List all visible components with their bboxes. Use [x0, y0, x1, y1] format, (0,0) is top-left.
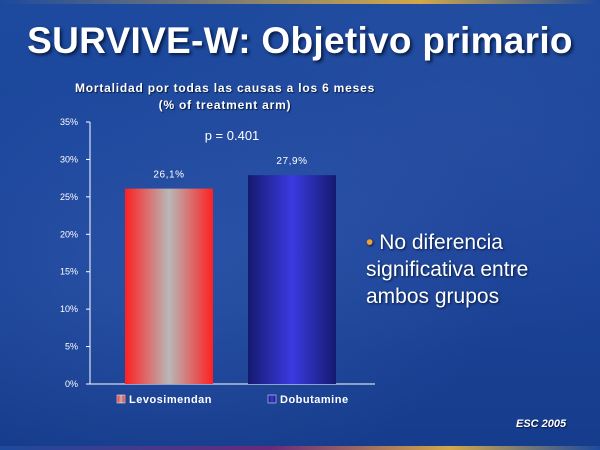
y-tick-label: 0%: [65, 379, 78, 389]
data-label-dobutamine: 27,9%: [276, 156, 307, 167]
conclusion-text: No diferencia significativa entre ambos …: [366, 231, 529, 308]
y-tick-label: 30%: [60, 154, 78, 164]
y-tick-label: 25%: [60, 192, 78, 202]
y-tick-label: 35%: [60, 117, 78, 127]
chart-title: Mortalidad por todas las causas a los 6 …: [74, 81, 376, 112]
y-tick-label: 20%: [60, 229, 78, 239]
legend-label-dobutamine: Dobutamine: [280, 394, 349, 406]
y-tick-label: 15%: [60, 267, 78, 277]
p-value-annotation: p = 0.401: [205, 128, 260, 143]
legend-swatch-levosimendan: [116, 394, 126, 404]
legend-swatch-dobutamine: [267, 394, 277, 404]
data-label-levosimendan: 26,1%: [153, 170, 184, 181]
top-accent-strip: [0, 0, 600, 4]
source-footer: ESC 2005: [516, 418, 567, 430]
conclusion-bullet: • No diferencia significativa entre ambo…: [366, 229, 586, 310]
legend-label-levosimendan: Levosimendan: [129, 394, 212, 406]
bar-dobutamine: [248, 175, 336, 384]
bottom-accent-strip: [0, 446, 600, 450]
y-tick-label: 10%: [60, 304, 78, 314]
y-tick-label: 5%: [65, 342, 78, 352]
bar-levosimendan: [125, 188, 213, 384]
bullet-marker: •: [366, 231, 374, 254]
slide-title: SURVIVE-W: Objetivo primario: [27, 20, 573, 61]
